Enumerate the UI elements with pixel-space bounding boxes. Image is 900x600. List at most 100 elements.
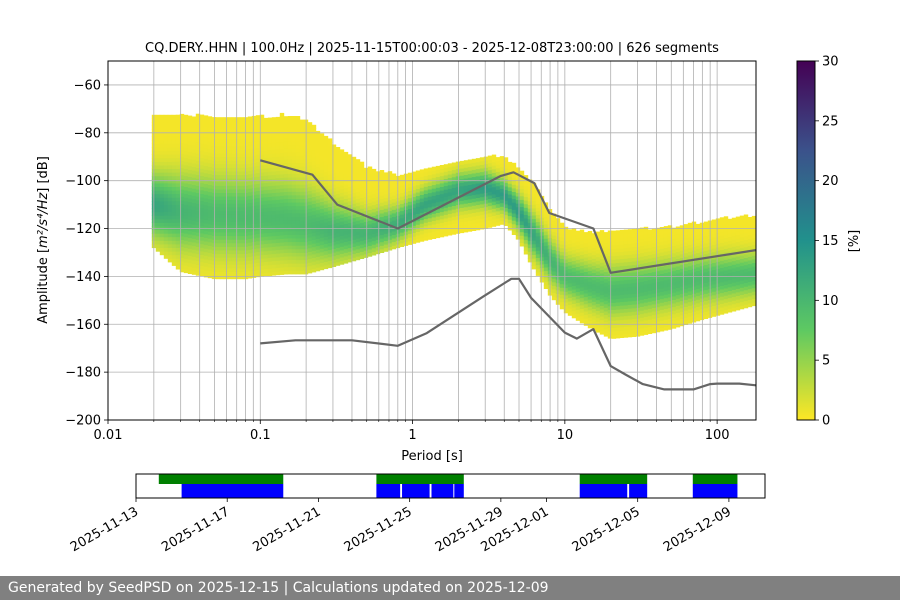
heatmap-cell — [407, 201, 413, 206]
heatmap-cell — [571, 228, 577, 233]
heatmap-cell — [643, 237, 649, 242]
heatmap-cell — [291, 144, 297, 149]
heatmap-cell — [535, 264, 541, 269]
heatmap-cell — [339, 210, 345, 215]
footer-text: Generated by SeedPSD on 2025-12-15 | Cal… — [8, 580, 549, 596]
heatmap-cell — [683, 224, 689, 229]
heatmap-cell — [191, 260, 197, 265]
heatmap-cell — [515, 178, 521, 183]
heatmap-cell — [531, 207, 537, 212]
heatmap-cell — [587, 324, 593, 329]
heatmap-cell — [391, 195, 397, 200]
heatmap-cell — [671, 321, 677, 326]
heatmap-cell — [655, 249, 661, 254]
heatmap-cell — [739, 255, 745, 260]
heatmap-cell — [195, 260, 201, 265]
heatmap-cell — [251, 176, 257, 181]
heatmap-cell — [343, 259, 349, 264]
heatmap-cell — [475, 168, 481, 173]
heatmap-cell — [291, 220, 297, 225]
heatmap-cell — [287, 205, 293, 210]
heatmap-cell — [263, 222, 269, 227]
heatmap-cell — [739, 237, 745, 242]
heatmap-cell — [635, 278, 641, 283]
heatmap-cell — [327, 264, 333, 269]
heatmap-cell — [587, 302, 593, 307]
heatmap-cell — [227, 210, 233, 215]
heatmap-cell — [439, 175, 445, 180]
heatmap-cell — [591, 247, 597, 252]
heatmap-cell — [727, 240, 733, 245]
heatmap-cell — [287, 245, 293, 250]
heatmap-cell — [155, 136, 161, 141]
heatmap-cell — [275, 224, 281, 229]
heatmap-cell — [679, 228, 685, 233]
heatmap-cell — [739, 219, 745, 224]
heatmap-cell — [311, 246, 317, 251]
heatmap-cell — [207, 159, 213, 164]
heatmap-cell — [267, 185, 273, 190]
heatmap-cell — [347, 157, 353, 162]
heatmap-cell — [155, 150, 161, 155]
heatmap-cell — [319, 180, 325, 184]
heatmap-cell — [619, 237, 625, 242]
heatmap-cell — [319, 198, 325, 202]
heatmap-cell — [187, 234, 193, 239]
heatmap-cell — [243, 235, 249, 240]
heatmap-cell — [363, 207, 369, 212]
heatmap-cell — [239, 128, 245, 132]
heatmap-cell — [403, 220, 409, 225]
heatmap-cell — [355, 198, 361, 203]
heatmap-cell — [335, 193, 341, 198]
heatmap-cell — [179, 243, 185, 248]
heatmap-cell — [591, 258, 597, 263]
heatmap-cell — [503, 204, 509, 208]
heatmap-cell — [271, 232, 277, 237]
heatmap-cell — [183, 125, 189, 130]
heatmap-cell — [207, 184, 213, 189]
heatmap-cell — [563, 230, 569, 235]
heatmap-cell — [503, 175, 509, 180]
heatmap-cell — [691, 279, 697, 283]
heatmap-cell — [295, 169, 301, 174]
heatmap-cell — [563, 255, 569, 260]
heatmap-cell — [327, 195, 333, 200]
heatmap-cell — [691, 228, 697, 233]
heatmap-cell — [727, 236, 733, 241]
heatmap-cell — [159, 190, 165, 195]
heatmap-cell — [155, 143, 161, 148]
heatmap-cell — [595, 278, 601, 283]
heatmap-cell — [187, 270, 193, 274]
heatmap-cell — [295, 241, 301, 246]
heatmap-cell — [247, 166, 253, 171]
heatmap-cell — [311, 189, 317, 194]
heatmap-cell — [315, 220, 321, 225]
heatmap-cell — [275, 192, 281, 197]
heatmap-cell — [447, 210, 453, 214]
heatmap-cell — [655, 303, 661, 308]
heatmap-cell — [223, 138, 229, 143]
heatmap-cell — [279, 224, 285, 229]
heatmap-cell — [239, 268, 245, 272]
heatmap-cell — [275, 152, 281, 157]
heatmap-cell — [623, 330, 629, 335]
heatmap-cell — [431, 213, 437, 218]
heatmap-cell — [211, 145, 217, 150]
heatmap-cell — [163, 157, 169, 162]
heatmap-cell — [239, 131, 245, 136]
heatmap-cell — [463, 178, 469, 183]
heatmap-cell — [371, 219, 377, 224]
heatmap-cell — [335, 258, 341, 263]
heatmap-cell — [371, 168, 377, 173]
heatmap-cell — [263, 236, 269, 241]
heatmap-cell — [419, 173, 425, 177]
heatmap-cell — [503, 168, 509, 173]
heatmap-cell — [715, 232, 721, 237]
heatmap-cell — [383, 204, 389, 209]
heatmap-cell — [679, 272, 685, 276]
heatmap-cell — [731, 250, 737, 254]
heatmap-cell — [399, 214, 405, 219]
heatmap-cell — [695, 313, 701, 318]
heatmap-cell — [591, 272, 597, 277]
heatmap-cell — [251, 245, 257, 250]
